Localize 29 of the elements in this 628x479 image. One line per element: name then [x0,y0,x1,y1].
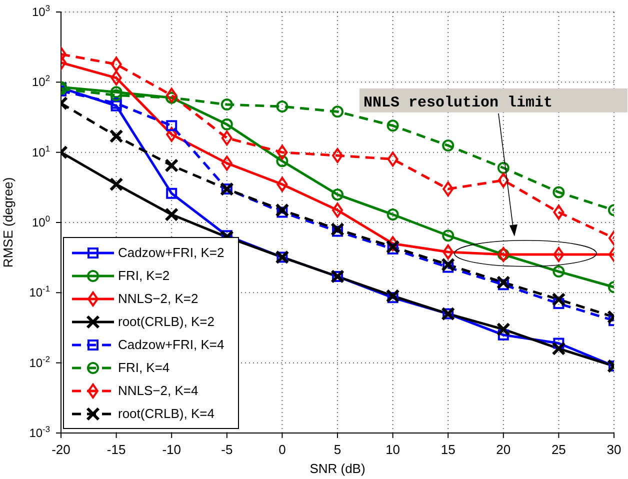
y-tick-label: 10$^{-2}$ [29,354,50,370]
x-tick-label: 5 [334,442,342,457]
x-tick-label: 0 [278,442,286,457]
x-tick-label: -15 [106,442,126,457]
y-tick-label: 10$^{1}$ [32,143,50,160]
y-tick-label: 10$^{3}$ [32,3,50,19]
x-tick-label: 30 [606,442,622,457]
y-tick-label: 10$^{-3}$ [29,424,50,440]
y-axis-title: RMSE (degree) [0,177,16,268]
legend-label: NNLS−2, K=4 [118,383,198,398]
legend-label: root(CRLB), K=4 [118,406,214,421]
x-tick-label: 25 [551,442,566,457]
annotation: NNLS resolution limit [363,94,552,112]
legend-label: Cadzow+FRI, K=2 [118,245,224,260]
x-tick-label: 15 [440,442,456,457]
legend-label: root(CRLB), K=2 [118,314,214,329]
legend-label: NNLS−2, K=2 [118,291,198,306]
x-tick-label: 10 [386,442,400,457]
legend-label: Cadzow+FRI, K=4 [118,337,224,352]
legend-label: FRI, K=2 [118,268,170,283]
x-tick-label: 20 [496,442,511,457]
y-tick-label: 10$^{-1}$ [29,284,50,300]
x-tick-label: -5 [221,442,233,457]
legend-label: FRI, K=4 [118,360,170,375]
y-tick-label: 10$^{0}$ [32,214,50,230]
x-axis-title: SNR (dB) [310,461,366,476]
y-tick-label: 10$^{2}$ [32,73,50,90]
x-tick-label: -10 [162,442,181,457]
x-tick-label: -20 [52,442,70,457]
